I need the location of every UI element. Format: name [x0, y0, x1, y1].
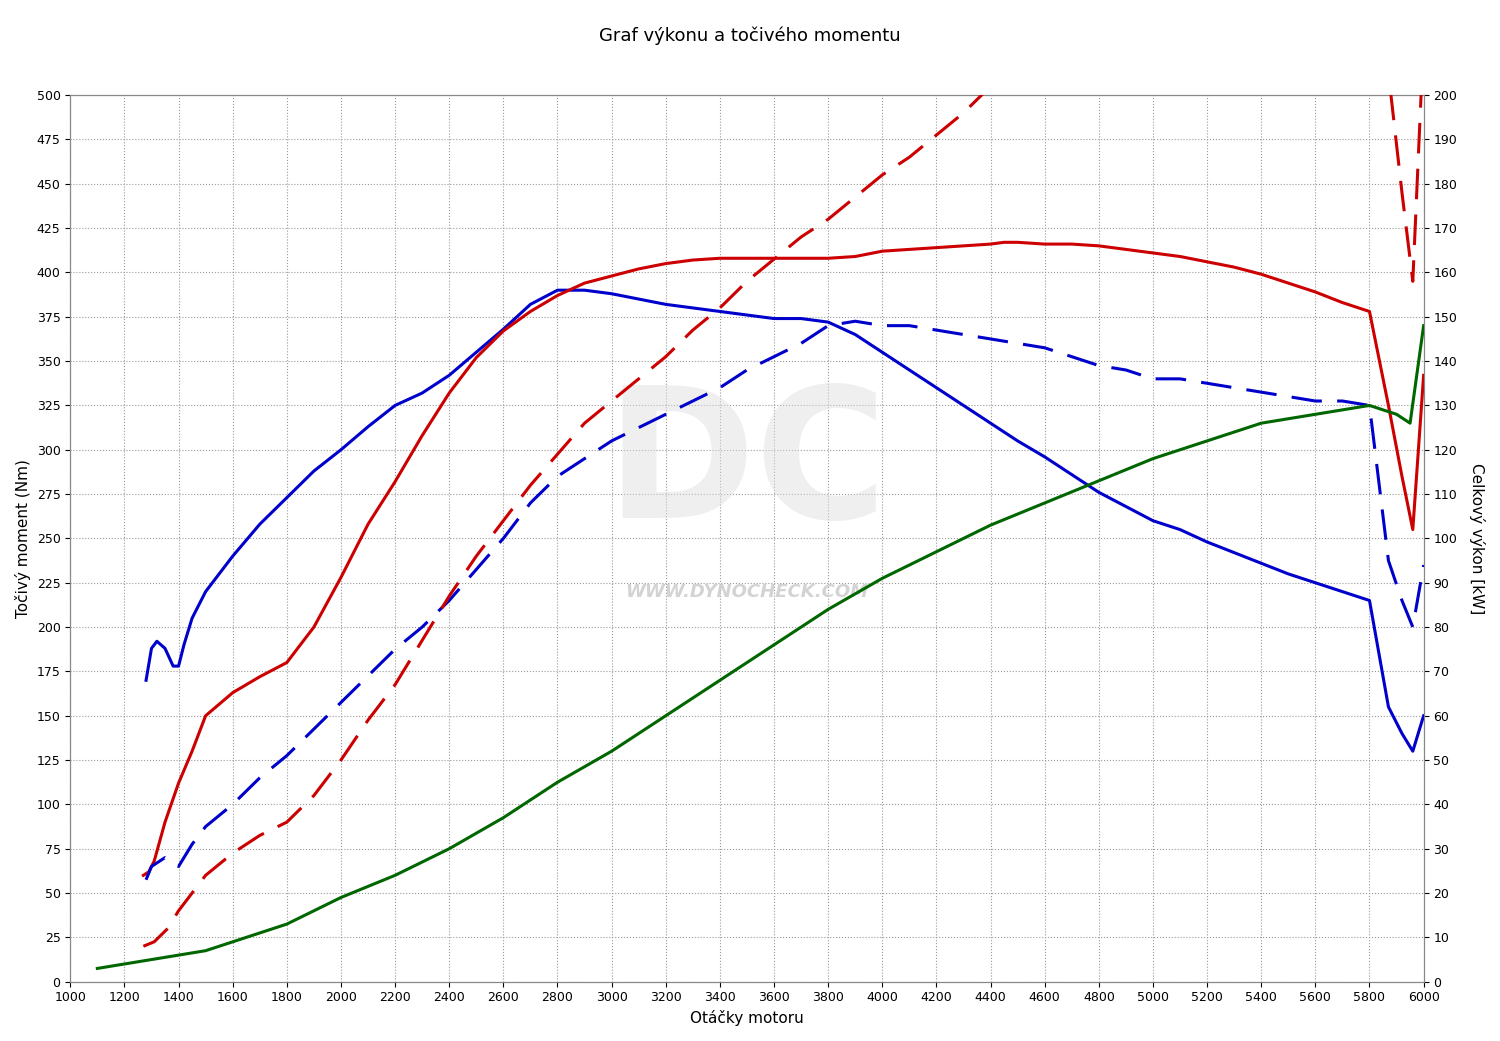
Text: WWW.DYNOCHECK.COM: WWW.DYNOCHECK.COM	[626, 583, 868, 601]
Y-axis label: Celkový výkon [kW]: Celkový výkon [kW]	[1468, 463, 1485, 614]
Text: Graf výkonu a točivého momentu: Graf výkonu a točivého momentu	[598, 26, 902, 45]
Y-axis label: Točivý moment (Nm): Točivý moment (Nm)	[15, 459, 32, 618]
Text: DC: DC	[606, 380, 888, 556]
X-axis label: Otáčky motoru: Otáčky motoru	[690, 1010, 804, 1026]
